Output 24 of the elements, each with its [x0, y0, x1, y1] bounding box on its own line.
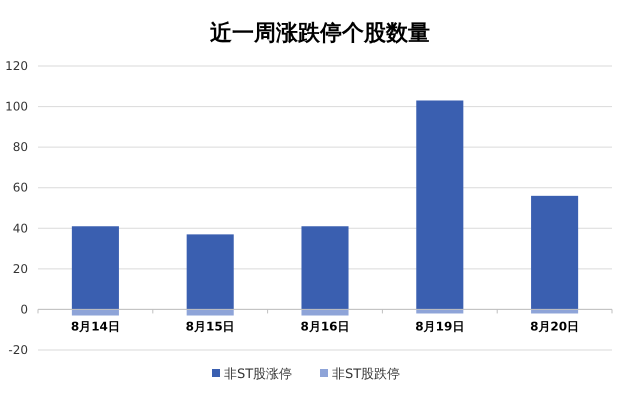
x-tick-label: 8月15日: [186, 319, 235, 334]
bar: [301, 226, 349, 310]
bar: [416, 100, 464, 310]
chart-title: 近一周涨跌停个股数量: [209, 21, 430, 46]
bar: [186, 309, 234, 316]
x-tick-label: 8月14日: [70, 319, 120, 334]
legend-label: 非ST股跌停: [332, 367, 400, 382]
y-tick-label: 20: [12, 262, 28, 276]
bar: [531, 196, 578, 310]
x-tick-label: 8月16日: [300, 319, 350, 334]
y-tick-label: 0: [20, 302, 28, 316]
y-tick-label: 60: [12, 180, 28, 195]
bar: [72, 226, 119, 310]
legend-label: 非ST股涨停: [224, 367, 292, 382]
x-tick-label: 8月19日: [415, 319, 464, 334]
y-tick-label: 40: [12, 221, 28, 236]
x-tick-label: 8月20日: [530, 319, 580, 334]
y-tick-label: 120: [5, 59, 28, 73]
y-tick-label: 80: [12, 140, 28, 154]
bar: [186, 234, 234, 310]
bar: [72, 309, 119, 316]
y-tick-label: -20: [8, 343, 28, 357]
bar: [301, 309, 349, 316]
y-tick-label: 100: [5, 100, 28, 114]
